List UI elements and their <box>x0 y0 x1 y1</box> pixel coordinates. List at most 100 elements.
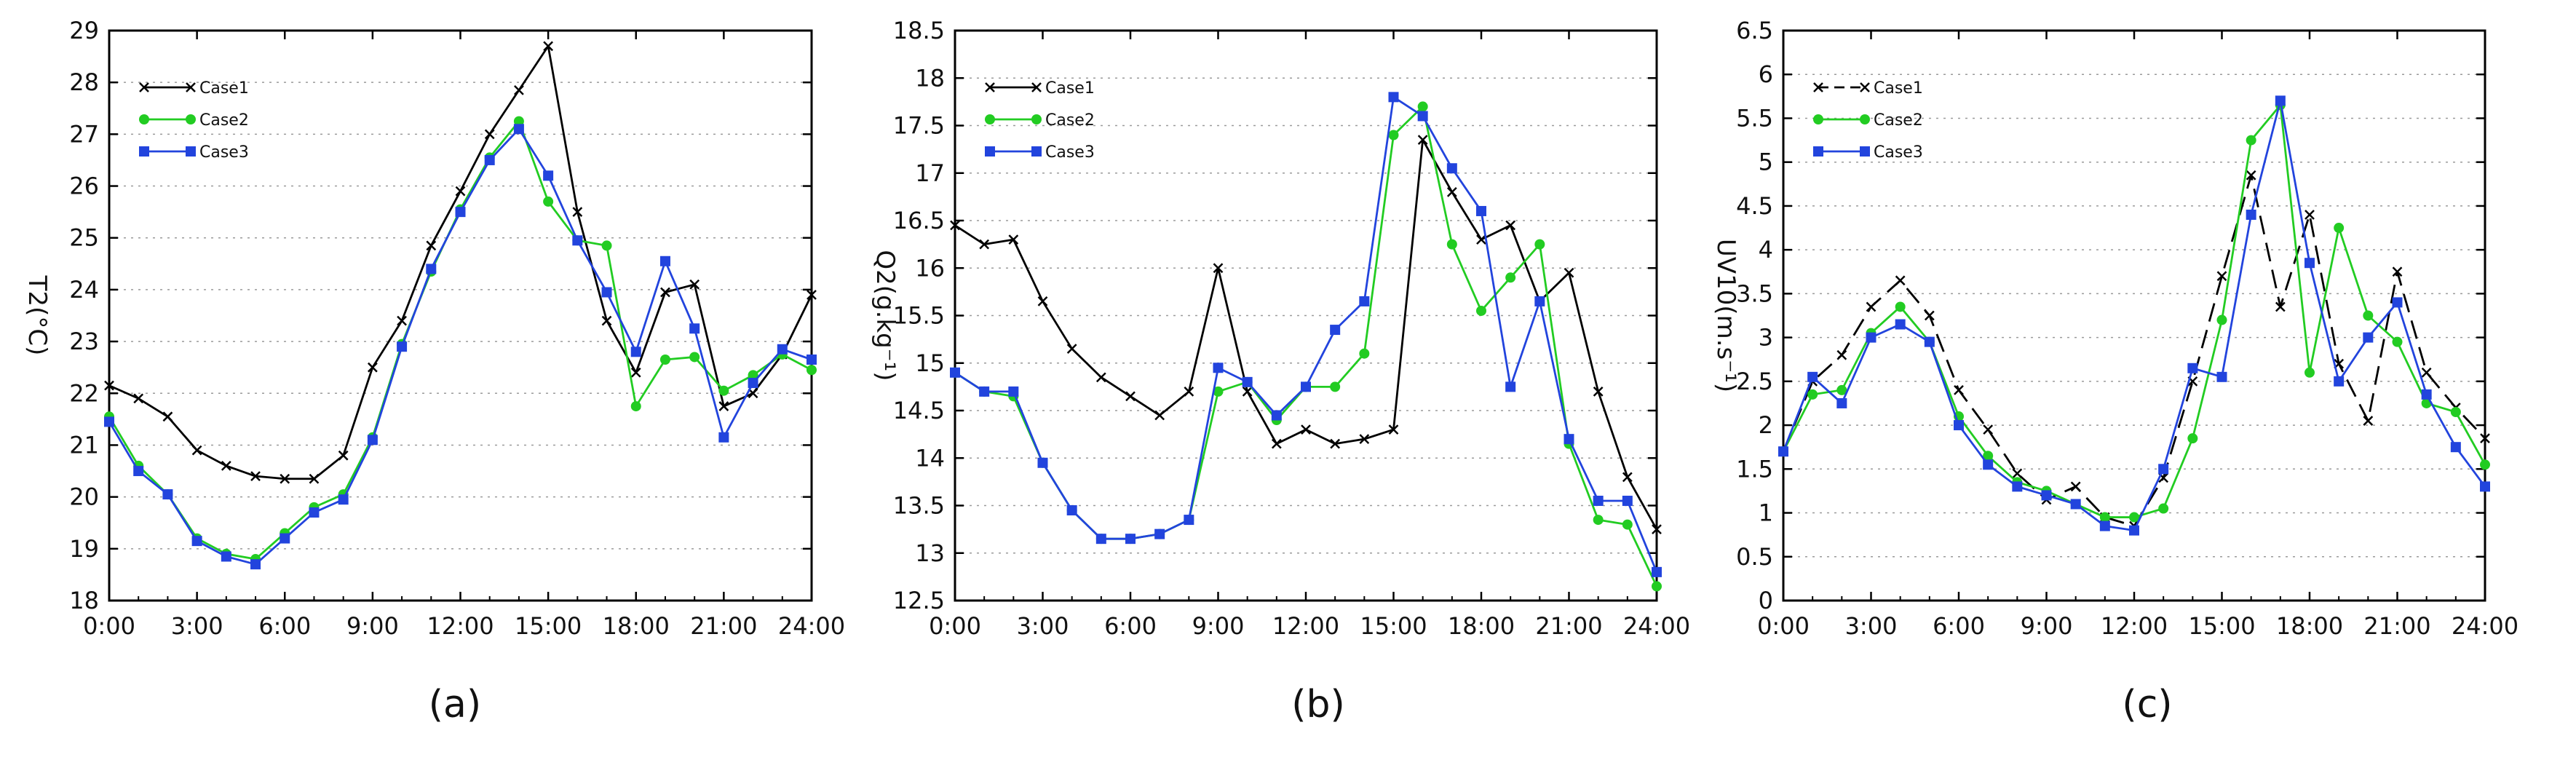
panel-caption: (b) <box>1291 683 1345 726</box>
data-point-case2 <box>630 401 641 412</box>
data-point-case2 <box>1388 130 1399 140</box>
legend-label: Case2 <box>199 111 249 130</box>
legend-marker <box>186 146 196 157</box>
legend-marker <box>186 82 196 92</box>
y-tick-label: 13 <box>915 539 945 567</box>
data-point-case2 <box>1895 301 1906 312</box>
legend-marker <box>139 114 149 124</box>
series-line-case2 <box>1782 103 2486 518</box>
data-point-case1 <box>2421 367 2432 378</box>
data-point-case3 <box>2041 490 2052 501</box>
data-point-case3 <box>2012 481 2023 492</box>
data-point-case1 <box>514 84 524 95</box>
data-point-case2 <box>1593 515 1604 526</box>
data-point-case1 <box>1359 434 1370 445</box>
data-point-case2 <box>1622 519 1633 530</box>
data-point-case3 <box>191 536 202 547</box>
data-point-case3 <box>2304 258 2315 269</box>
data-point-case3 <box>1213 363 1224 373</box>
data-point-case2 <box>1652 581 1662 592</box>
legend-marker <box>1860 146 1870 157</box>
data-point-case1 <box>1154 410 1165 421</box>
data-point-case1 <box>1983 424 1994 435</box>
data-point-case3 <box>2480 481 2490 492</box>
data-point-case1 <box>133 393 144 404</box>
data-point-case1 <box>309 473 320 484</box>
data-point-case1 <box>1301 424 1311 435</box>
y-tick-label: 14 <box>915 444 945 472</box>
x-tick-label: 3:00 <box>1017 612 1069 640</box>
series-line-case1 <box>954 138 1658 530</box>
data-point-case1 <box>1271 438 1282 449</box>
data-point-case1 <box>367 362 378 373</box>
x-tick-label: 15:00 <box>515 612 582 640</box>
data-point-case1 <box>1476 234 1486 245</box>
data-point-case1 <box>250 471 261 482</box>
y-tick-label: 0 <box>1759 587 1773 614</box>
data-point-case1 <box>1954 385 1964 395</box>
data-point-case1 <box>2012 468 2023 479</box>
data-point-case1 <box>1037 296 1048 306</box>
y-tick-label: 18 <box>69 587 99 614</box>
data-point-case2 <box>1446 239 1457 250</box>
data-point-case3 <box>1154 528 1165 539</box>
legend-label: Case1 <box>1045 79 1095 98</box>
data-point-case1 <box>950 220 960 231</box>
y-tick-label: 20 <box>69 483 99 511</box>
y-tick-label: 21 <box>69 431 99 459</box>
x-tick-label: 24:00 <box>778 612 845 640</box>
y-tick-label: 25 <box>69 224 99 252</box>
data-point-case1 <box>426 240 437 251</box>
data-point-case1 <box>280 473 290 484</box>
data-point-case1 <box>979 239 990 250</box>
x-tick-label: 12:00 <box>2101 612 2168 640</box>
x-tick-label: 6:00 <box>1933 612 1985 640</box>
data-point-case3 <box>1301 381 1311 392</box>
data-point-case3 <box>426 264 437 274</box>
data-point-case3 <box>1037 457 1048 468</box>
data-point-case3 <box>367 435 378 446</box>
y-tick-label: 22 <box>69 379 99 407</box>
y-axis-label: T2(°C) <box>23 275 52 356</box>
data-point-case1 <box>1125 391 1136 402</box>
data-point-case3 <box>2216 371 2227 382</box>
x-tick-label: 0:00 <box>83 612 135 640</box>
data-point-case1 <box>1095 372 1106 383</box>
data-point-case3 <box>689 323 700 334</box>
y-tick-label: 17 <box>915 159 945 187</box>
data-point-case2 <box>2392 336 2403 347</box>
data-point-case2 <box>2216 314 2227 325</box>
y-tick-label: 3 <box>1759 324 1773 352</box>
y-tick-label: 2 <box>1759 411 1773 439</box>
y-axis-label: UV10(m.s⁻¹) <box>1711 239 1740 392</box>
data-point-case1 <box>1593 387 1604 397</box>
data-point-case1 <box>718 401 729 411</box>
data-point-case3 <box>1417 111 1428 122</box>
y-tick-label: 27 <box>69 120 99 148</box>
y-tick-label: 3.5 <box>1736 280 1773 307</box>
legend-marker <box>1813 82 1823 92</box>
data-point-case3 <box>979 386 990 397</box>
data-point-case3 <box>1446 163 1457 174</box>
y-axis-label: Q2(g.kg⁻¹) <box>871 250 900 381</box>
data-point-case3 <box>1924 336 1935 347</box>
data-point-case2 <box>513 116 524 127</box>
data-point-case1 <box>2070 481 2081 492</box>
y-tick-label: 4.5 <box>1736 192 1773 220</box>
data-point-case1 <box>689 279 700 290</box>
y-tick-label: 28 <box>69 68 99 96</box>
y-tick-label: 2.5 <box>1736 368 1773 395</box>
x-tick-label: 6:00 <box>1104 612 1157 640</box>
data-point-case1 <box>1330 438 1341 449</box>
y-tick-label: 4 <box>1759 236 1773 264</box>
data-point-case1 <box>543 41 554 52</box>
data-point-case3 <box>748 378 758 389</box>
data-point-case1 <box>338 450 349 461</box>
data-point-case1 <box>1652 524 1662 535</box>
data-point-case2 <box>2363 310 2374 321</box>
data-point-case2 <box>2099 512 2110 523</box>
x-tick-label: 15:00 <box>2188 612 2255 640</box>
data-point-case1 <box>2216 271 2227 282</box>
y-tick-label: 24 <box>69 276 99 304</box>
y-tick-label: 18.5 <box>893 17 945 44</box>
